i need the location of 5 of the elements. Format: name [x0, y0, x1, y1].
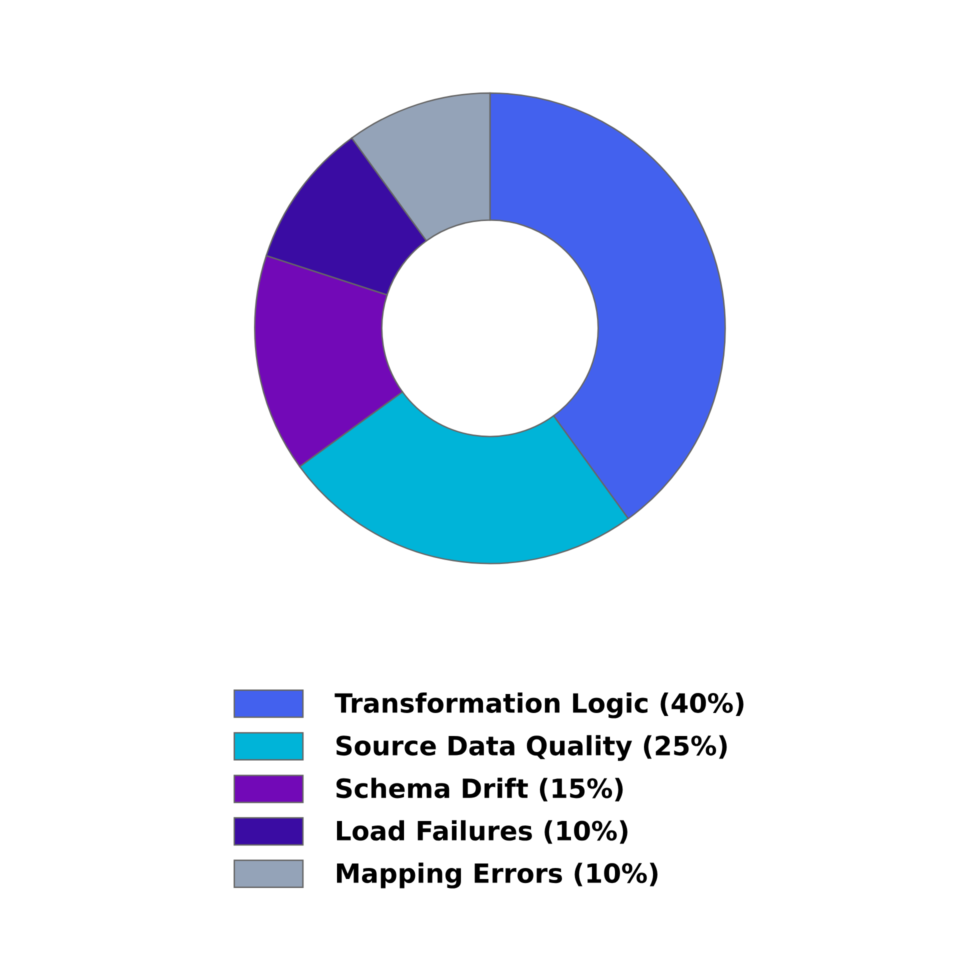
legend-label: Schema Drift (15%)	[336, 778, 623, 802]
legend-label: Mapping Errors (10%)	[337, 862, 658, 888]
legend-label: Source Data Quality (25%)	[336, 735, 727, 761]
legend-label: Transformation Logic (40%)	[334, 692, 744, 718]
legend-label: Load Failures (10%)	[337, 820, 628, 844]
